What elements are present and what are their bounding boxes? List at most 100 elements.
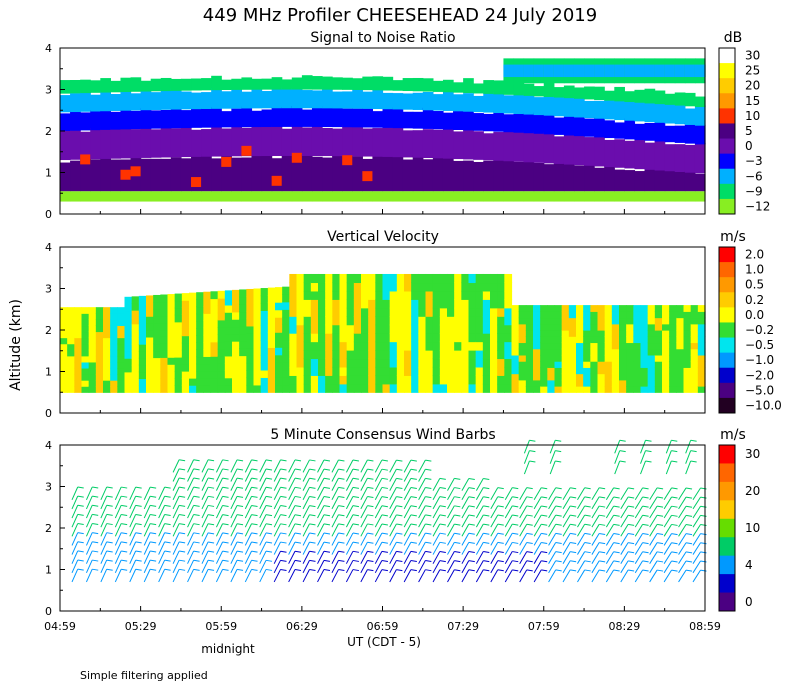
wind-barb-flag bbox=[454, 541, 461, 544]
vv-cell bbox=[303, 290, 312, 300]
vv-cell bbox=[669, 317, 677, 325]
vv-cell bbox=[576, 336, 584, 344]
vv-cell bbox=[611, 373, 620, 381]
wind-barb-flag bbox=[106, 523, 113, 526]
wind-barb bbox=[317, 477, 325, 491]
vv-cell bbox=[318, 333, 326, 343]
wind-barb bbox=[577, 524, 586, 537]
vv-cell bbox=[411, 290, 419, 300]
vv-cell bbox=[425, 273, 434, 284]
vv-cell bbox=[368, 316, 376, 326]
wind-barb bbox=[71, 541, 79, 555]
wind-barb bbox=[273, 505, 281, 519]
vv-cell bbox=[289, 316, 298, 326]
snr-cell bbox=[160, 109, 172, 129]
wind-barb-flag bbox=[656, 487, 664, 490]
vv-cell bbox=[110, 325, 118, 333]
vv-cell bbox=[325, 299, 333, 309]
wind-barb bbox=[374, 468, 383, 482]
wind-barb-flag bbox=[135, 495, 142, 498]
snr-cell bbox=[372, 191, 384, 202]
vv-cell bbox=[604, 330, 613, 337]
vv-cell bbox=[475, 358, 484, 368]
vv-cell bbox=[318, 316, 326, 326]
snr-cell bbox=[442, 79, 454, 93]
vv-cell bbox=[103, 367, 111, 375]
vv-cell bbox=[547, 305, 556, 312]
snr-cell bbox=[261, 155, 273, 192]
wind-barb bbox=[504, 487, 513, 501]
wind-barb-flag bbox=[642, 496, 649, 499]
wind-barb-flag bbox=[294, 459, 302, 462]
vv-cell bbox=[525, 336, 534, 344]
wind-barb bbox=[215, 514, 224, 528]
vv-cell bbox=[138, 302, 147, 311]
vv-cell bbox=[246, 347, 255, 356]
wind-barb-flag bbox=[294, 514, 302, 517]
vv-cell bbox=[525, 317, 534, 325]
vv-cell bbox=[561, 379, 570, 387]
wind-barb-flag bbox=[468, 560, 475, 563]
wind-barb-flag bbox=[265, 559, 273, 562]
vv-cell bbox=[518, 311, 527, 319]
vv-cell bbox=[662, 379, 670, 387]
vv-cell bbox=[282, 354, 290, 363]
wind-barb bbox=[71, 495, 79, 510]
snr-cell bbox=[644, 64, 656, 78]
snr-cell bbox=[322, 76, 333, 90]
snr-cell bbox=[231, 157, 243, 192]
wind-barb bbox=[158, 541, 166, 555]
vv-cell bbox=[396, 383, 405, 393]
snr-cell bbox=[573, 87, 585, 99]
vv-cell bbox=[504, 375, 513, 385]
vv-cell bbox=[375, 316, 384, 326]
vv-cell bbox=[439, 324, 448, 334]
vv-cell bbox=[117, 319, 126, 327]
wind-barb bbox=[259, 477, 267, 491]
vv-cell bbox=[239, 318, 247, 327]
vv-cell bbox=[310, 333, 319, 343]
snr-cell bbox=[523, 64, 535, 78]
snr-cell bbox=[594, 167, 605, 192]
snr-cell bbox=[110, 191, 122, 202]
vv-cell bbox=[110, 337, 118, 345]
snr-cell bbox=[170, 78, 182, 91]
wind-barb bbox=[432, 542, 441, 555]
snr-cell bbox=[241, 145, 253, 156]
vv-cell bbox=[396, 375, 405, 385]
wind-barb-flag bbox=[483, 569, 490, 572]
wind-barb-flag bbox=[338, 505, 345, 508]
wind-barb-flag bbox=[367, 486, 374, 489]
vv-cell bbox=[626, 330, 634, 337]
wind-barb-flag bbox=[106, 559, 113, 562]
snr-cell bbox=[684, 64, 696, 78]
vv-cell bbox=[146, 343, 154, 352]
snr-cell bbox=[362, 171, 374, 182]
snr-cell bbox=[563, 191, 575, 202]
vv-cell bbox=[189, 313, 197, 322]
vv-cell bbox=[239, 340, 247, 349]
wind-barb-flag bbox=[179, 523, 186, 526]
snr-cell bbox=[372, 88, 384, 110]
wind-barb-flag bbox=[77, 559, 84, 562]
vv-cell bbox=[196, 299, 204, 308]
chart-title: 449 MHz Profiler CHEESEHEAD 24 July 2019 bbox=[203, 5, 597, 26]
vv-cell bbox=[361, 290, 369, 300]
wind-barb bbox=[259, 550, 267, 564]
vv-cell bbox=[339, 299, 348, 309]
vv-cell bbox=[475, 350, 484, 360]
vv-cell bbox=[368, 350, 376, 360]
vv-cell bbox=[232, 363, 240, 371]
wind-barb bbox=[605, 496, 615, 510]
vv-cell bbox=[189, 363, 197, 372]
wind-barb bbox=[447, 560, 455, 574]
snr-cell bbox=[483, 113, 494, 132]
wind-barb bbox=[273, 541, 281, 555]
vv-cell bbox=[633, 342, 642, 350]
snr-cell bbox=[382, 76, 394, 91]
wind-barb-flag bbox=[179, 532, 186, 535]
snr-cell bbox=[150, 129, 162, 158]
wind-barb bbox=[533, 560, 542, 574]
vv-cell bbox=[404, 307, 412, 317]
vv-cell bbox=[353, 299, 362, 309]
